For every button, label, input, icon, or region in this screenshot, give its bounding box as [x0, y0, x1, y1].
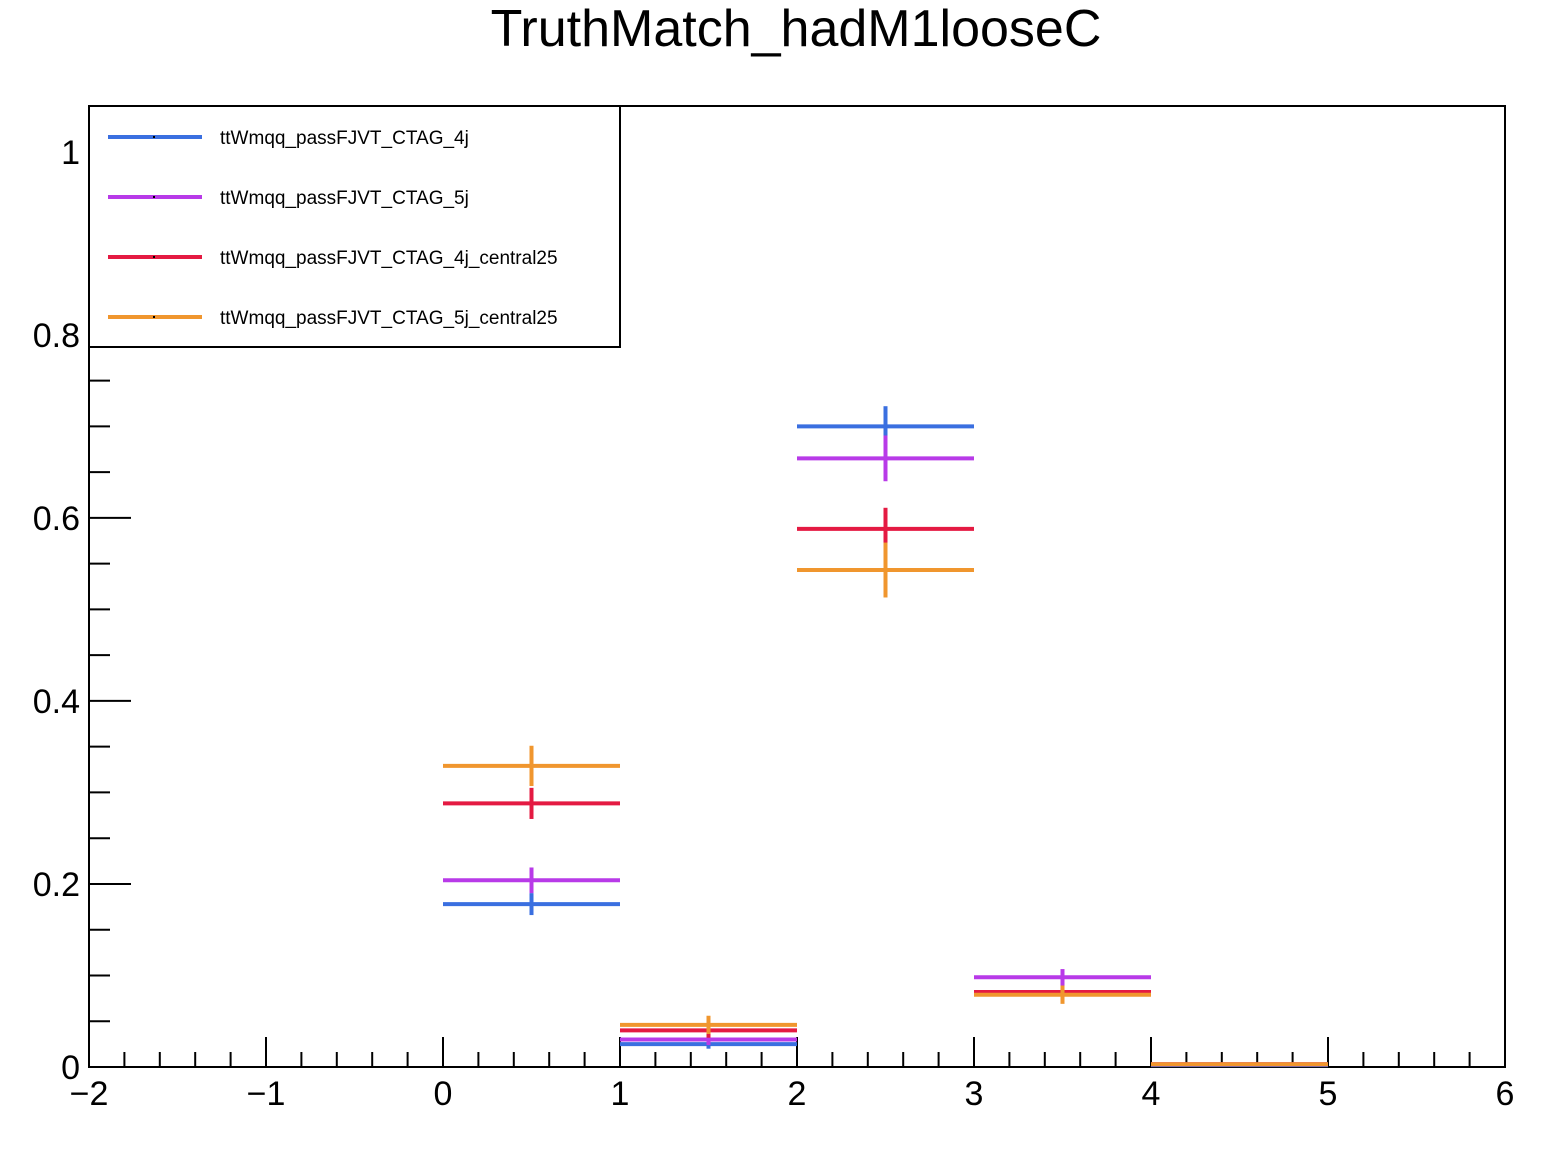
- y-tick-label: 1: [61, 134, 80, 172]
- legend-label: ttWmqq_passFJVT_CTAG_5j: [220, 188, 469, 209]
- legend-label: ttWmqq_passFJVT_CTAG_4j_central25: [220, 248, 558, 269]
- legend-marker: [153, 136, 155, 138]
- y-tick-label: 0: [61, 1049, 80, 1087]
- x-tick-label: 3: [965, 1075, 984, 1113]
- x-tick-label: −1: [247, 1075, 286, 1113]
- series-group: [443, 406, 1328, 1068]
- legend: ttWmqq_passFJVT_CTAG_4j ttWmqq_passFJVT_C…: [88, 105, 621, 348]
- y-tick-label: 0.6: [33, 500, 80, 538]
- legend-marker: [153, 316, 155, 318]
- legend-label: ttWmqq_passFJVT_CTAG_5j_central25: [220, 308, 558, 329]
- legend-label: ttWmqq_passFJVT_CTAG_4j: [220, 128, 469, 149]
- legend-marker: [153, 196, 155, 198]
- y-tick-label: 0.4: [33, 683, 80, 721]
- x-tick-label: 1: [611, 1075, 630, 1113]
- x-tick-label: 2: [788, 1075, 807, 1113]
- axes: −2 −1 0 1 2 3 4 5 6 0 0.2 0.4 0.6 0.8 1: [33, 134, 1515, 1113]
- x-tick-label: −2: [70, 1075, 109, 1113]
- chart-title: TruthMatch_hadM1looseC: [491, 0, 1102, 58]
- data-marks: [443, 406, 1328, 1068]
- x-tick-label: 5: [1319, 1075, 1338, 1113]
- legend-box: [88, 105, 621, 348]
- legend-marker: [153, 256, 155, 258]
- y-tick-label: 0.8: [33, 317, 80, 355]
- y-tick-label: 0.2: [33, 866, 80, 904]
- x-tick-label: 4: [1142, 1075, 1161, 1113]
- x-tick-label: 6: [1496, 1075, 1515, 1113]
- series-group: [443, 542, 1328, 1067]
- x-tick-label: 0: [434, 1075, 453, 1113]
